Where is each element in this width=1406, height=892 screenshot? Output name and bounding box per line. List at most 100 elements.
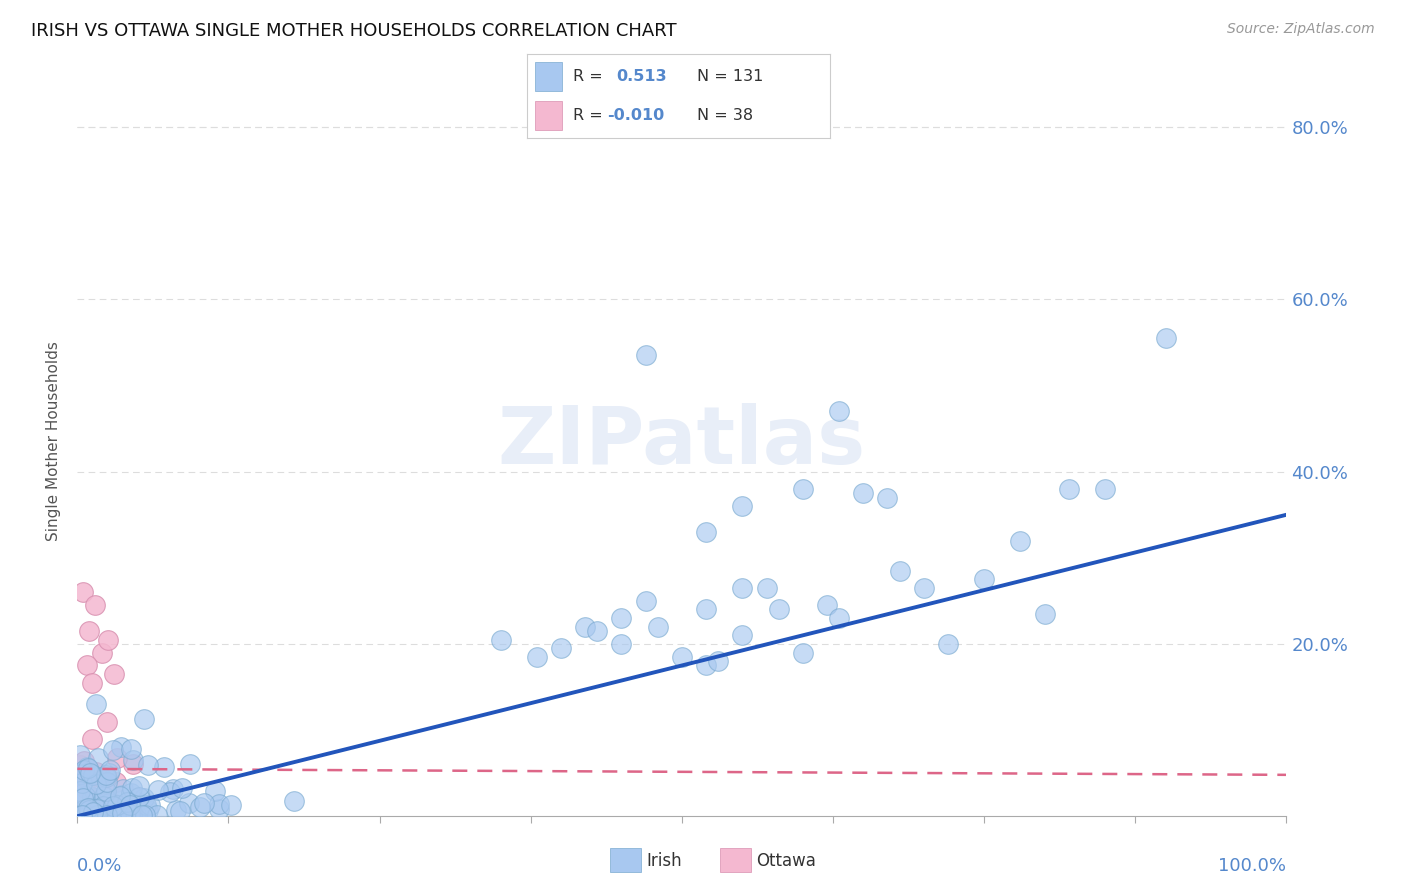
Point [792,646,814,660]
Point [70,804,93,818]
Text: Ottawa: Ottawa [756,852,817,870]
Point [82,790,104,805]
Point [70,808,93,822]
Point [159,785,181,799]
Point [77,761,100,775]
Point [93,794,115,808]
Point [70,787,93,801]
Point [165,803,187,817]
Point [146,807,169,822]
Point [94,784,117,798]
Text: Source: ZipAtlas.com: Source: ZipAtlas.com [1227,22,1375,37]
Point [122,797,145,811]
Point [108,789,131,804]
Point [1094,482,1116,496]
Point [121,780,143,795]
Point [80,675,103,690]
Point [177,796,200,810]
Point [124,793,146,807]
Point [105,750,128,764]
Point [132,791,155,805]
Text: N = 131: N = 131 [696,69,763,84]
Point [69,767,91,781]
Point [101,742,124,756]
Point [1033,607,1056,621]
Point [170,780,193,795]
Point [110,740,132,755]
Point [73,763,96,777]
Point [153,759,176,773]
Point [574,620,596,634]
Point [79,801,101,815]
Point [121,757,143,772]
Point [912,581,935,595]
Point [610,637,633,651]
Point [169,805,191,819]
Text: ZIPatlas: ZIPatlas [498,402,866,481]
Point [707,654,730,668]
Point [86,765,108,780]
Point [121,808,143,822]
Point [768,602,790,616]
Point [134,808,156,822]
Point [114,799,136,814]
Point [634,348,657,362]
Point [111,782,134,797]
Point [695,524,717,539]
Text: 0.0%: 0.0% [77,857,122,875]
Point [105,775,128,789]
Point [828,404,851,418]
Point [179,757,201,772]
Point [80,794,103,808]
Point [283,793,305,807]
Point [610,611,633,625]
Point [647,620,669,634]
Point [550,641,572,656]
Point [77,803,100,817]
Point [90,646,112,660]
Point [128,790,150,805]
Point [80,801,103,815]
Point [128,779,150,793]
Point [82,800,104,814]
Point [94,795,117,809]
Point [828,611,851,625]
Point [1010,533,1032,548]
Bar [534,62,562,91]
Point [190,799,212,814]
Point [79,624,101,638]
Point [526,649,548,664]
Point [96,808,118,822]
Point [84,800,107,814]
Point [72,790,94,805]
Point [207,802,229,816]
Point [118,805,141,820]
Text: 100.0%: 100.0% [1219,857,1286,875]
Point [76,760,98,774]
Point [120,742,142,756]
Point [134,797,156,812]
Point [73,805,96,819]
Point [852,486,875,500]
Point [93,789,115,803]
Point [936,637,959,651]
Text: R =: R = [572,108,602,123]
Point [84,697,107,711]
Point [111,805,134,820]
Point [1154,331,1177,345]
Point [75,771,97,785]
Point [96,770,118,784]
Point [80,807,103,822]
Point [72,585,94,599]
Point [162,782,184,797]
Point [83,784,105,798]
Point [138,797,160,812]
Point [87,751,110,765]
Point [111,798,134,813]
Point [489,632,512,647]
Point [97,796,120,810]
Point [103,667,125,681]
Y-axis label: Single Mother Households: Single Mother Households [45,342,60,541]
Point [132,712,155,726]
Point [103,799,125,814]
